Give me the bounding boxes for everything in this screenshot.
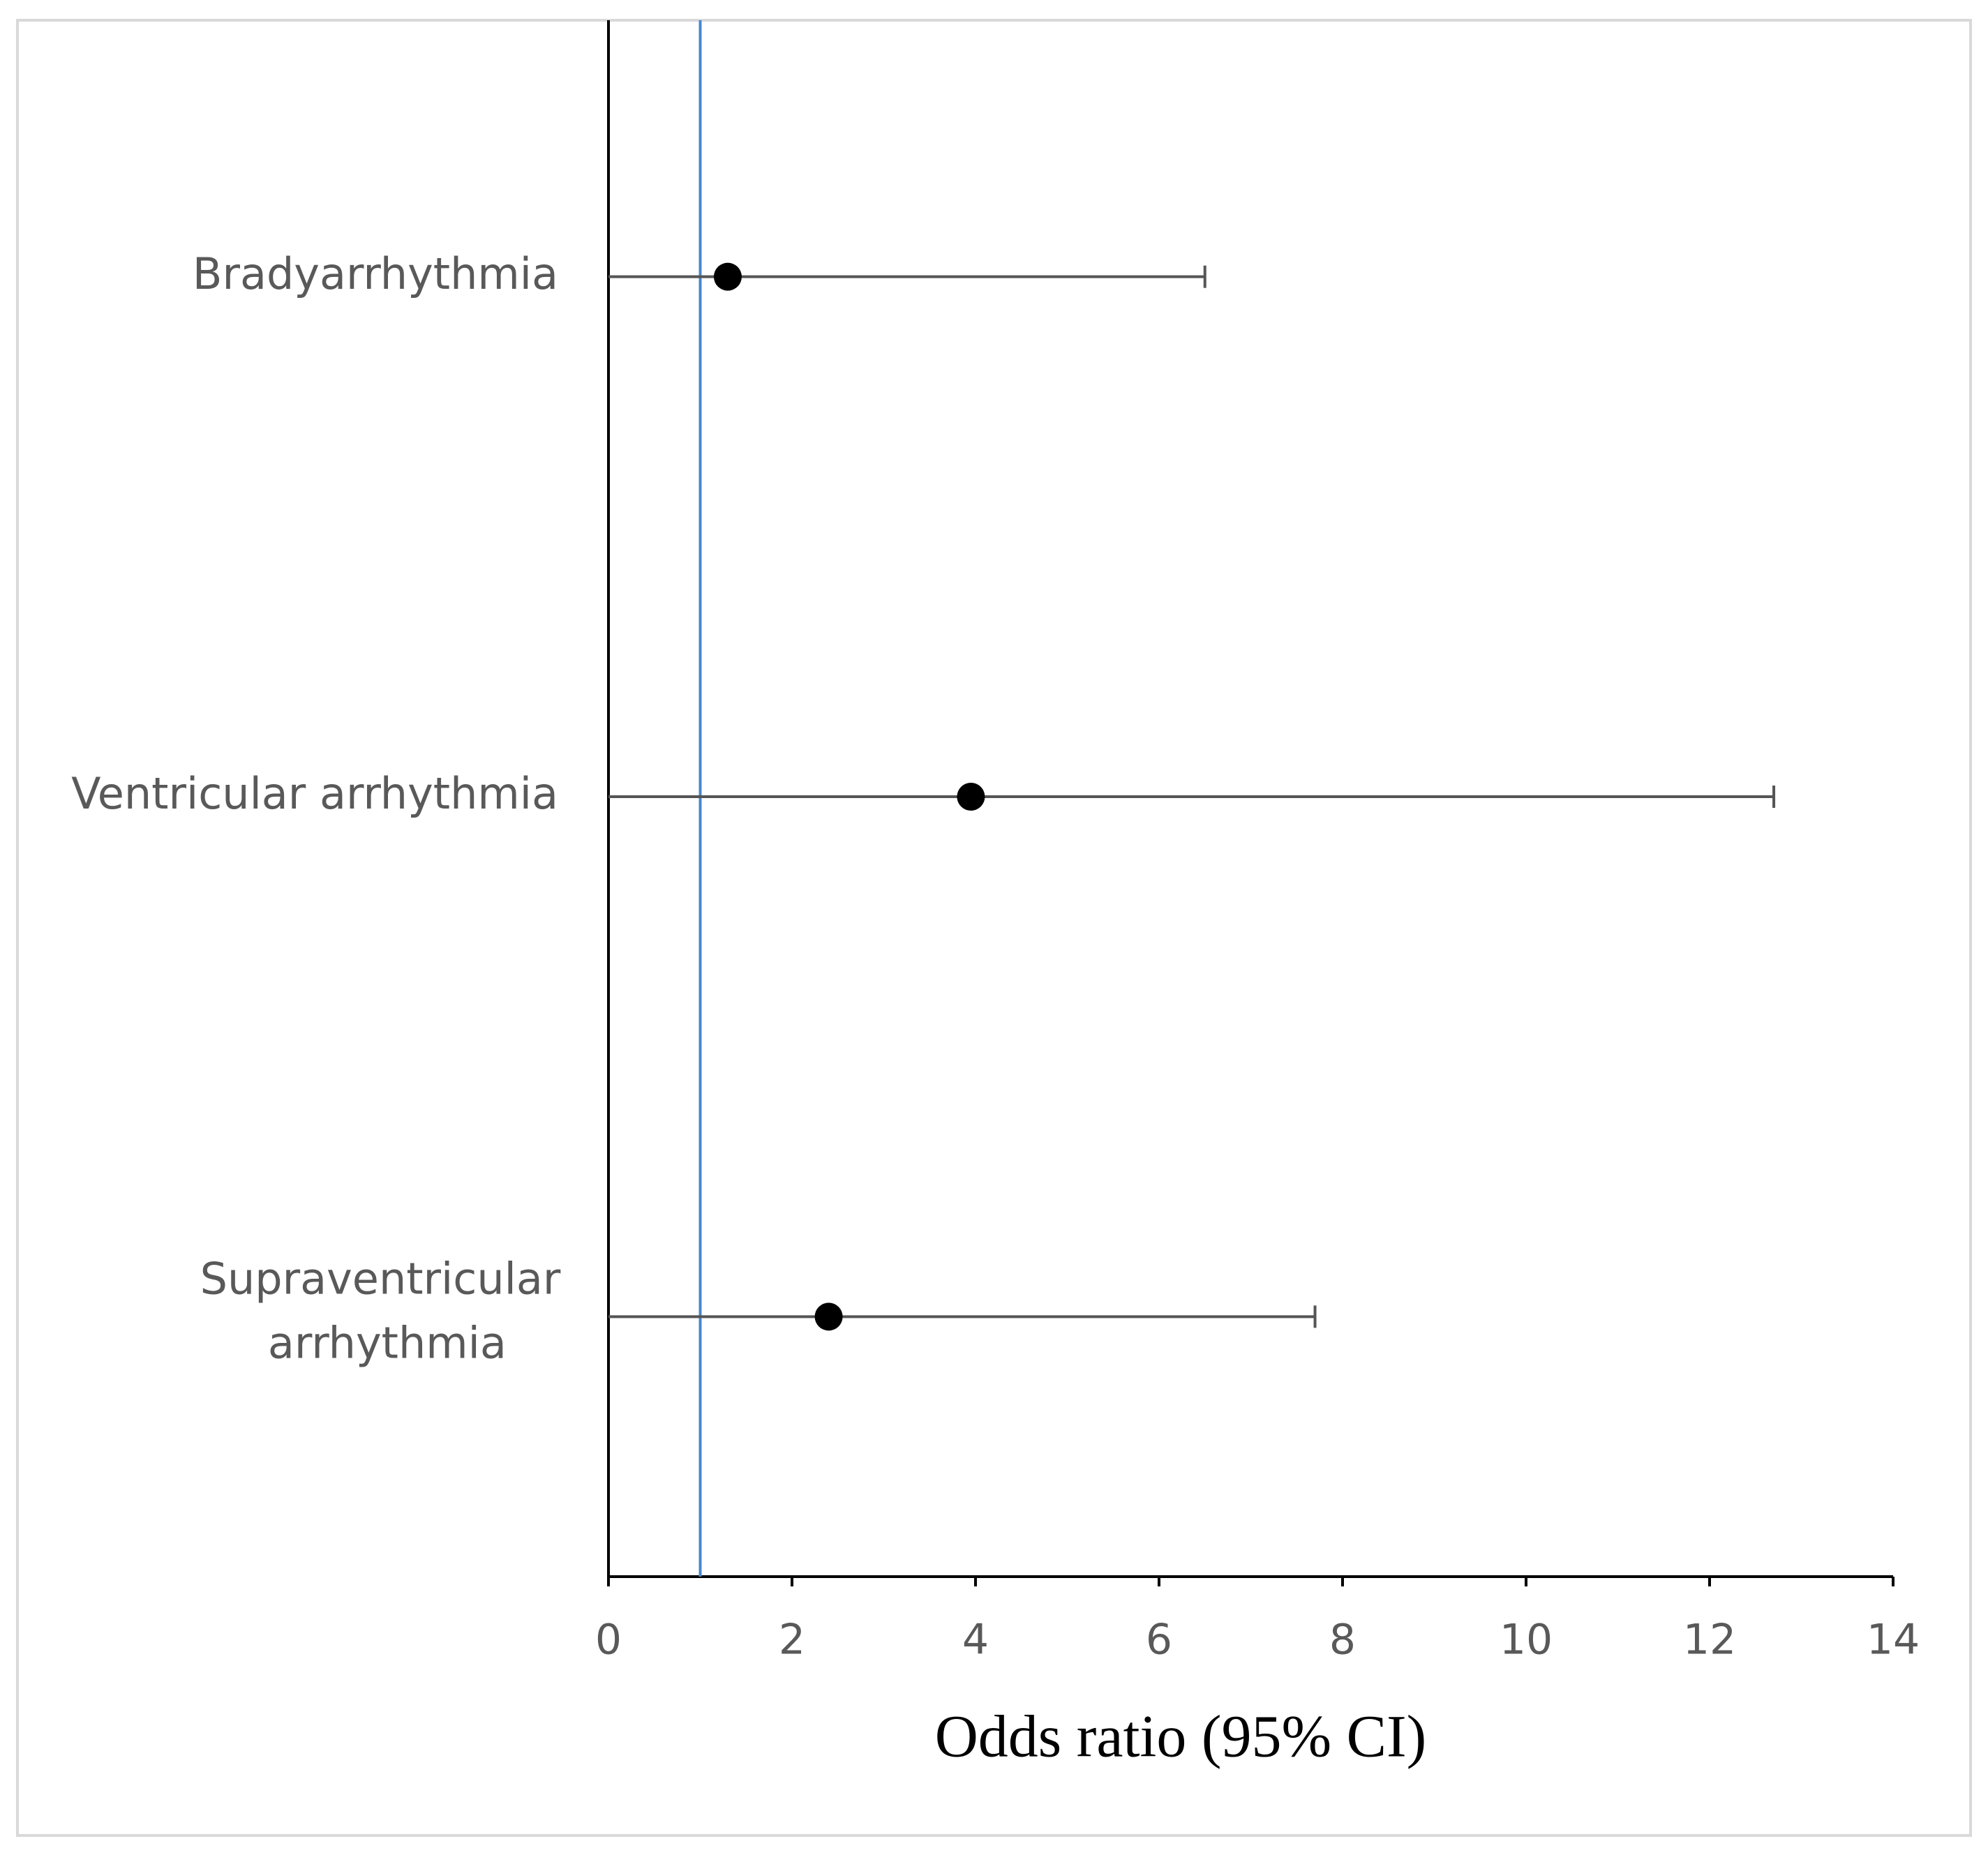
x-tick-label: 8 <box>1329 1616 1356 1665</box>
x-axis-title: Odds ratio (95% CI) <box>935 1703 1427 1770</box>
x-tick-label: 12 <box>1683 1616 1736 1665</box>
y-tick-label: Bradyarrhythmia <box>193 248 558 299</box>
y-tick-label: Ventricular arrhythmia <box>71 768 558 819</box>
point <box>814 1302 843 1331</box>
x-tick-label: 2 <box>779 1616 805 1665</box>
x-tick-label: 0 <box>595 1616 622 1665</box>
point <box>957 783 985 811</box>
y-tick-label: Supraventricular arrhythmia <box>200 1253 561 1368</box>
x-tick-label: 14 <box>1867 1616 1920 1665</box>
x-tick-label: 6 <box>1146 1616 1172 1665</box>
point <box>713 262 742 291</box>
x-tick-label: 10 <box>1500 1616 1553 1665</box>
x-tick-label: 4 <box>962 1616 989 1665</box>
chart-frame <box>16 19 1972 1837</box>
